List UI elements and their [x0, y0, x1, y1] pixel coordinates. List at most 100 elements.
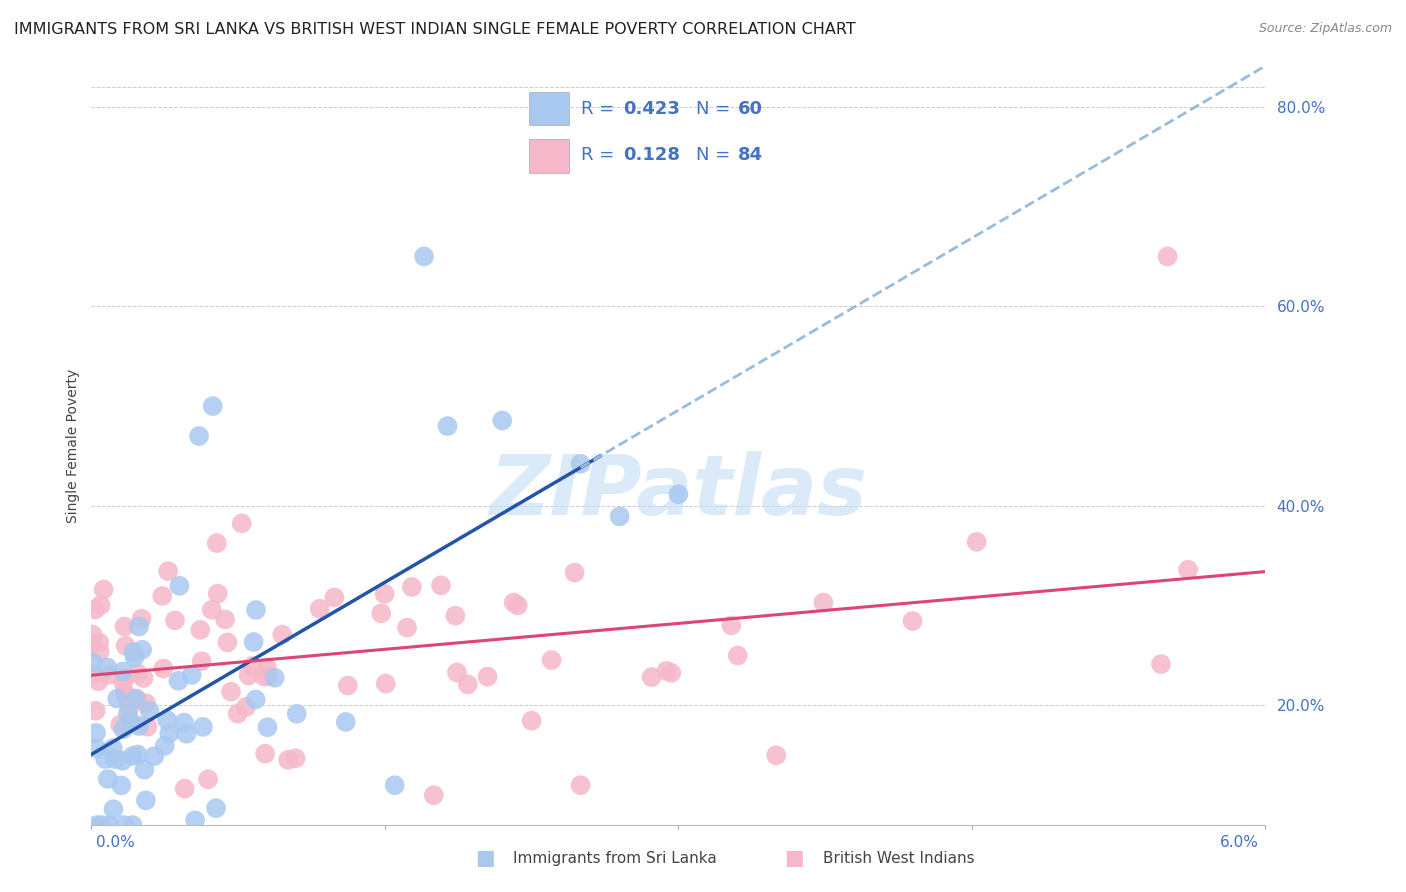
Point — [205, 801, 228, 815]
Point — [201, 399, 224, 413]
Point — [609, 509, 631, 524]
Point — [120, 715, 142, 730]
Point — [336, 679, 359, 693]
Point — [263, 671, 285, 685]
Point — [564, 566, 586, 580]
Point — [253, 669, 276, 683]
Point — [124, 650, 146, 665]
Point — [134, 763, 156, 777]
Point — [401, 580, 423, 594]
Point — [150, 589, 173, 603]
Point — [285, 706, 308, 721]
Point — [666, 487, 689, 501]
Text: 84: 84 — [738, 146, 763, 164]
Point — [396, 621, 419, 635]
Point — [1177, 563, 1199, 577]
Point — [201, 603, 224, 617]
Point — [727, 648, 749, 663]
Point — [374, 676, 396, 690]
FancyBboxPatch shape — [529, 92, 568, 126]
Point — [118, 700, 141, 714]
Point — [125, 691, 148, 706]
Point — [167, 673, 190, 688]
Point — [188, 623, 211, 637]
Point — [157, 726, 180, 740]
Point — [640, 670, 662, 684]
Point — [97, 772, 120, 786]
Point — [97, 668, 120, 682]
Point — [245, 603, 267, 617]
Point — [335, 714, 357, 729]
Text: R =: R = — [581, 146, 620, 164]
Point — [235, 700, 257, 714]
Text: 0.423: 0.423 — [623, 100, 681, 118]
Point — [242, 635, 264, 649]
Point — [1150, 657, 1173, 672]
Point — [114, 639, 136, 653]
Point — [446, 665, 468, 680]
Point — [271, 627, 294, 641]
Point — [188, 429, 211, 443]
Point — [430, 578, 453, 592]
Point — [127, 666, 149, 681]
Point — [477, 670, 499, 684]
Point — [173, 715, 195, 730]
Point — [413, 250, 436, 264]
Point — [219, 684, 242, 698]
Point — [112, 665, 135, 679]
Point — [254, 747, 277, 761]
Point — [82, 667, 104, 681]
Point — [128, 619, 150, 633]
Point — [136, 720, 159, 734]
Point — [966, 535, 988, 549]
Point — [135, 696, 157, 710]
Point — [163, 614, 186, 628]
Point — [374, 587, 396, 601]
Point — [128, 719, 150, 733]
Point — [121, 748, 143, 763]
Point — [207, 586, 229, 600]
Point — [86, 818, 108, 832]
Text: 60: 60 — [738, 100, 763, 118]
Text: N =: N = — [696, 146, 735, 164]
Point — [765, 748, 787, 763]
Point — [104, 752, 127, 766]
Point — [323, 591, 346, 605]
Point — [111, 754, 134, 768]
Point — [540, 653, 562, 667]
Text: British West Indians: British West Indians — [823, 851, 974, 865]
Point — [901, 614, 924, 628]
Point — [90, 818, 112, 832]
Point — [114, 685, 136, 699]
Point — [82, 656, 104, 670]
Point — [655, 664, 678, 678]
Point — [180, 668, 202, 682]
Text: 0.0%: 0.0% — [96, 835, 135, 849]
Point — [444, 608, 467, 623]
Point — [87, 674, 110, 689]
Point — [131, 642, 153, 657]
Point — [127, 747, 149, 762]
Text: 0.128: 0.128 — [623, 146, 681, 164]
Text: 6.0%: 6.0% — [1219, 835, 1258, 849]
Point — [112, 722, 135, 736]
Point — [115, 690, 138, 704]
Point — [156, 713, 179, 727]
Point — [90, 598, 112, 612]
Point — [86, 741, 108, 756]
Y-axis label: Single Female Poverty: Single Female Poverty — [66, 369, 80, 523]
Point — [103, 802, 125, 816]
Text: ZIPatlas: ZIPatlas — [489, 451, 868, 532]
Point — [436, 419, 458, 434]
Point — [813, 595, 835, 609]
Point — [157, 564, 180, 578]
Point — [1156, 250, 1178, 264]
Point — [105, 691, 128, 706]
Point — [506, 599, 529, 613]
Point — [720, 618, 742, 632]
Text: ■: ■ — [475, 848, 495, 868]
Point — [257, 669, 280, 683]
Point — [143, 749, 166, 764]
Point — [84, 726, 107, 740]
Point — [659, 665, 682, 680]
